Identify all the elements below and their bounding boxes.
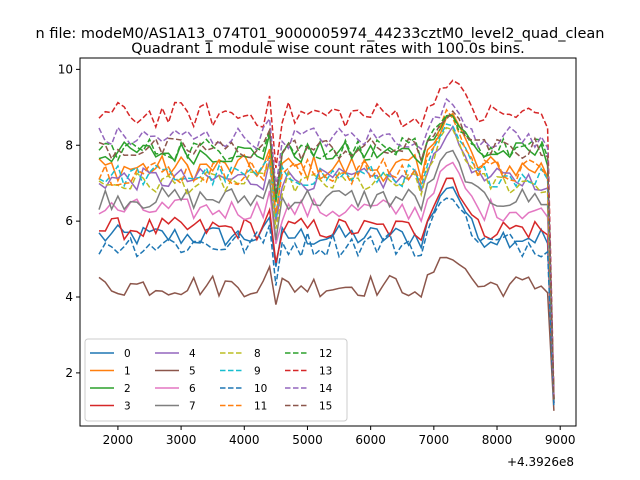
y-tick-label: 6 (65, 214, 73, 228)
series-line-5 (98, 256, 555, 411)
legend-label-11: 11 (254, 401, 267, 413)
legend-label-12: 12 (319, 348, 332, 360)
legend-label-4: 4 (189, 348, 196, 360)
series-line-13 (98, 79, 555, 396)
legend-label-2: 2 (124, 383, 131, 395)
legend-label-10: 10 (254, 383, 267, 395)
series-line-8 (98, 126, 555, 400)
legend-label-5: 5 (189, 366, 196, 378)
series-line-2 (98, 115, 555, 400)
legend-label-14: 14 (319, 383, 333, 395)
legend-frame (84, 338, 348, 422)
legend-label-9: 9 (254, 366, 261, 378)
chart-title: Quadrant 1 module wise count rates with … (131, 41, 525, 57)
series-line-15 (98, 110, 555, 400)
series-line-3 (98, 177, 555, 404)
series-line-10 (98, 197, 555, 408)
legend-label-3: 3 (124, 401, 131, 413)
legend-label-8: 8 (254, 348, 261, 360)
legend-label-15: 15 (319, 401, 332, 413)
series-line-7 (98, 149, 555, 404)
y-tick-label: 10 (58, 62, 73, 76)
series-line-9 (98, 123, 555, 400)
legend-label-7: 7 (189, 401, 196, 413)
legend-label-0: 0 (124, 348, 131, 360)
x-axis: 2000 3000 4000 5000 6000 7000 8000 9000 (103, 426, 576, 447)
y-tick-label: 2 (65, 366, 73, 380)
x-offset-text: +4.3926e8 (507, 455, 574, 469)
legend-label-13: 13 (319, 366, 332, 378)
x-tick-label: 3000 (166, 433, 197, 447)
figure-suptitle: n file: modeM0/AS1A13_074T01_9000005974_… (36, 26, 605, 42)
series-line-0 (98, 186, 555, 404)
x-tick-label: 9000 (545, 433, 576, 447)
x-tick-label: 4000 (229, 433, 260, 447)
x-tick-label: 2000 (103, 433, 134, 447)
legend-label-1: 1 (124, 366, 131, 378)
y-axis: 2 4 6 8 10 (58, 62, 80, 380)
plot-area (79, 57, 577, 427)
x-tick-label: 6000 (355, 433, 386, 447)
x-tick-label: 7000 (419, 433, 450, 447)
x-tick-label: 8000 (482, 433, 513, 447)
x-tick-label: 5000 (292, 433, 323, 447)
series-layer (98, 79, 555, 411)
series-line-1 (98, 112, 555, 400)
y-tick-label: 4 (65, 290, 73, 304)
series-line-14 (98, 97, 555, 400)
axes-frame (79, 57, 577, 427)
series-line-6 (98, 161, 555, 404)
legend-label-6: 6 (189, 383, 196, 395)
y-tick-label: 8 (65, 138, 73, 152)
series-line-11 (98, 108, 555, 400)
